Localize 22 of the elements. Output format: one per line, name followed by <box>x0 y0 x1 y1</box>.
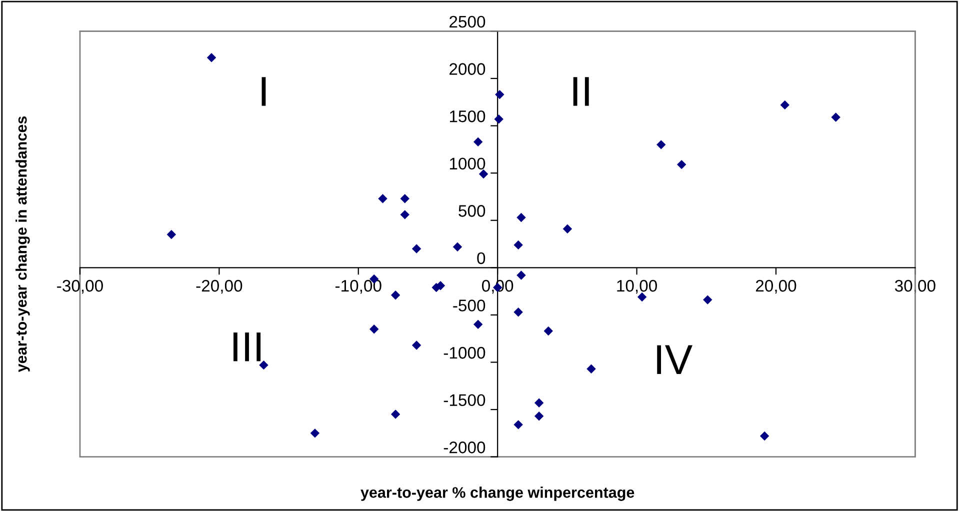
y-tick-label: 1000 <box>450 158 486 170</box>
annotation: II <box>573 77 589 106</box>
y-tick-label: 0 <box>477 252 486 264</box>
x-tick-label: -30,00 <box>57 280 103 294</box>
x-tick-label: 20,00 <box>756 280 796 294</box>
y-tick-label: -500 <box>453 300 486 312</box>
y-tick-label: 1500 <box>450 110 486 122</box>
y-axis-title: year-to-year change in attendances <box>16 116 30 372</box>
annotation: I <box>262 77 266 106</box>
y-tick-label: -2000 <box>444 442 486 454</box>
x-tick-label: 30,00 <box>894 280 936 294</box>
annotation: III <box>233 332 261 362</box>
y-tick-label: 500 <box>458 205 486 217</box>
y-tick-label: 2500 <box>450 16 486 28</box>
y-tick-label: 2000 <box>450 63 486 75</box>
y-tick-label: -1500 <box>444 394 486 406</box>
x-axis-title: year-to-year % change winpercentage <box>360 486 634 501</box>
y-tick-label: -1000 <box>444 346 486 359</box>
x-tick-label: 10,00 <box>617 280 657 294</box>
annotation: IV <box>657 345 692 374</box>
x-tick-label: -20,00 <box>196 280 242 294</box>
x-tick-label: -10,00 <box>335 280 382 294</box>
